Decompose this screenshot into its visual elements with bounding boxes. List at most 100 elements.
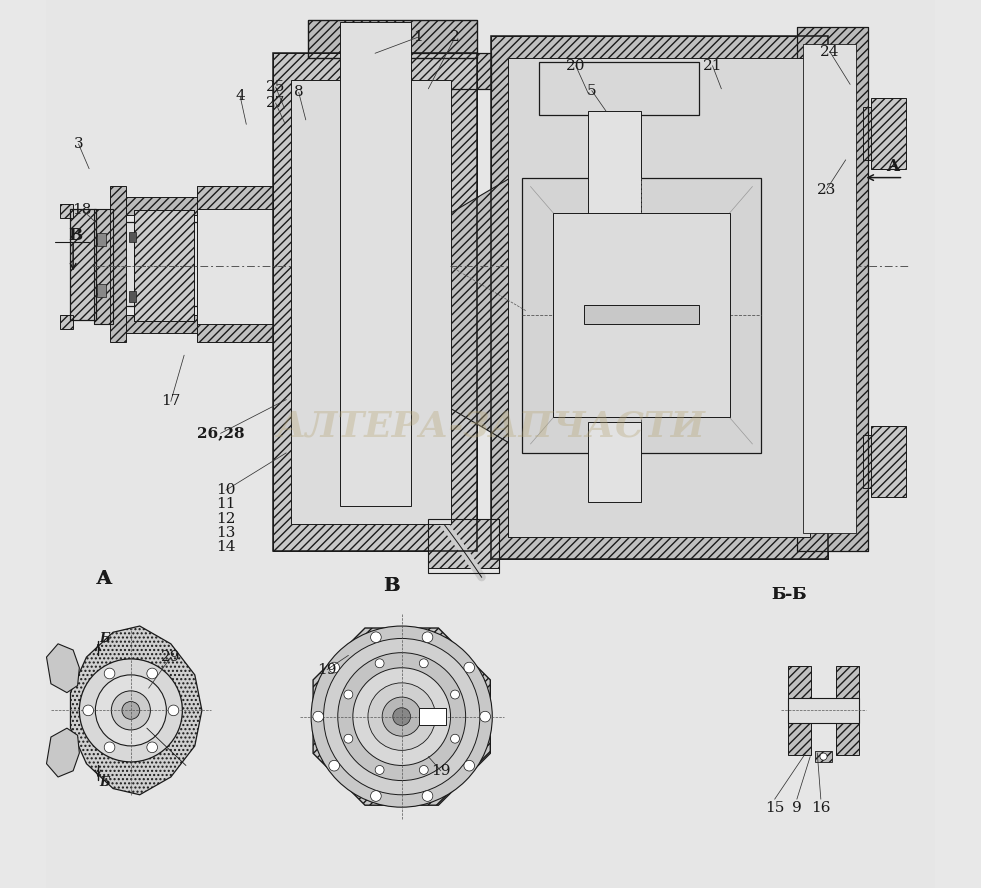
Polygon shape: [304, 93, 450, 266]
Circle shape: [104, 668, 115, 678]
Text: А: А: [95, 570, 111, 588]
Polygon shape: [304, 266, 450, 435]
Circle shape: [820, 753, 827, 760]
Polygon shape: [583, 458, 609, 504]
Circle shape: [147, 668, 158, 678]
Bar: [375, 53, 490, 89]
Polygon shape: [542, 458, 569, 504]
Text: 1: 1: [413, 30, 423, 44]
Text: Б: Б: [100, 632, 111, 645]
Bar: [803, 44, 856, 533]
Circle shape: [375, 659, 384, 668]
Polygon shape: [211, 216, 227, 256]
Text: 19: 19: [318, 662, 336, 677]
Circle shape: [329, 662, 339, 673]
Polygon shape: [823, 113, 840, 138]
Polygon shape: [135, 275, 151, 317]
Circle shape: [168, 705, 179, 716]
Text: 24: 24: [820, 44, 840, 59]
Polygon shape: [664, 458, 692, 504]
Polygon shape: [229, 275, 244, 317]
Bar: [531, 453, 770, 506]
Polygon shape: [805, 508, 822, 533]
Bar: [863, 435, 904, 488]
Bar: [557, 111, 601, 138]
Text: 23: 23: [816, 183, 836, 197]
Polygon shape: [229, 216, 244, 256]
Polygon shape: [246, 216, 262, 256]
Text: Б: Б: [100, 776, 111, 789]
Circle shape: [450, 734, 459, 743]
Bar: [70, 209, 96, 320]
Circle shape: [122, 702, 139, 719]
Bar: [273, 53, 477, 551]
Circle shape: [83, 705, 93, 716]
Polygon shape: [578, 113, 592, 135]
Bar: [420, 708, 446, 725]
Bar: [508, 58, 810, 537]
Circle shape: [419, 765, 429, 774]
Text: 2: 2: [450, 30, 460, 44]
Text: 3: 3: [74, 137, 83, 151]
Circle shape: [371, 632, 382, 643]
Bar: [797, 27, 868, 551]
Circle shape: [95, 675, 167, 746]
Circle shape: [104, 742, 115, 753]
Text: 14: 14: [216, 540, 235, 554]
Bar: [645, 111, 691, 138]
Text: В: В: [383, 577, 399, 595]
Text: 21: 21: [702, 59, 722, 73]
Polygon shape: [46, 644, 79, 693]
Bar: [863, 107, 904, 160]
Bar: [70, 209, 96, 320]
Text: 10: 10: [216, 483, 235, 497]
Text: 17: 17: [161, 394, 181, 408]
Text: 8: 8: [294, 85, 303, 99]
Text: Б-Б: Б-Б: [771, 586, 806, 604]
Bar: [97, 284, 106, 297]
Bar: [60, 204, 74, 218]
Bar: [129, 232, 136, 242]
Text: 12: 12: [216, 511, 235, 526]
Circle shape: [311, 626, 492, 807]
Circle shape: [353, 668, 450, 765]
Circle shape: [147, 742, 158, 753]
Bar: [329, 408, 422, 435]
Polygon shape: [71, 626, 202, 795]
Polygon shape: [624, 458, 650, 504]
Circle shape: [422, 790, 433, 801]
Bar: [375, 53, 490, 89]
Polygon shape: [153, 216, 169, 256]
Bar: [814, 751, 833, 762]
Text: В: В: [68, 226, 82, 244]
Bar: [788, 666, 811, 755]
Text: 25: 25: [266, 80, 285, 94]
Bar: [93, 209, 113, 324]
Text: 26,28: 26,28: [197, 426, 244, 440]
Polygon shape: [624, 124, 650, 170]
Polygon shape: [153, 275, 169, 317]
Circle shape: [422, 632, 433, 643]
Circle shape: [324, 638, 480, 795]
Text: 27: 27: [266, 96, 285, 110]
Text: 20: 20: [566, 59, 586, 73]
Polygon shape: [450, 169, 526, 453]
Polygon shape: [246, 275, 262, 317]
Bar: [540, 62, 699, 115]
Text: 15: 15: [765, 801, 785, 815]
Bar: [133, 210, 194, 321]
Polygon shape: [666, 113, 681, 135]
Bar: [308, 20, 477, 58]
Bar: [113, 197, 202, 215]
Bar: [273, 53, 477, 551]
Circle shape: [375, 765, 384, 774]
Text: Б-Б: Б-Б: [771, 586, 806, 604]
Text: 29: 29: [161, 650, 181, 664]
Bar: [197, 209, 273, 324]
Circle shape: [419, 659, 429, 668]
Polygon shape: [705, 124, 732, 170]
Polygon shape: [560, 113, 574, 135]
Bar: [552, 213, 730, 417]
Bar: [111, 186, 127, 342]
Circle shape: [383, 697, 421, 736]
